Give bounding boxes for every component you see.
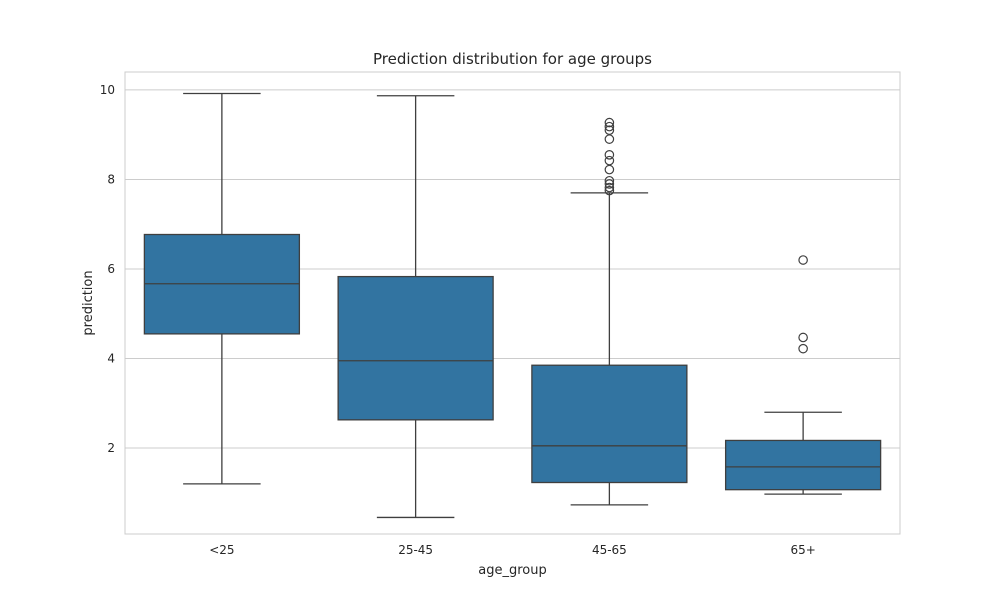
outlier-point [604, 185, 615, 196]
y-axis-title: prediction [81, 270, 96, 335]
chart-title: Prediction distribution for age groups [373, 50, 652, 68]
outlier-point [604, 179, 615, 189]
outlier-point [604, 117, 615, 128]
x-tick-label: 45-65 [592, 543, 627, 557]
outlier-point [798, 332, 808, 343]
outlier-point [604, 121, 615, 132]
box-group [531, 117, 688, 506]
x-tick-label: 65+ [790, 543, 815, 557]
box-group [724, 255, 882, 495]
y-tick-label: 8 [107, 172, 115, 186]
outlier-point [604, 182, 615, 193]
outlier-point [604, 175, 615, 186]
outlier-point [798, 255, 808, 265]
box-group [143, 92, 301, 485]
tick-layer: 2 4 6 8 10 <25 25-45 45-65 65+ [100, 83, 816, 557]
outlier-point [604, 150, 615, 160]
y-tick-label: 10 [100, 83, 115, 97]
outlier-point [798, 343, 808, 354]
box-layer [143, 92, 882, 519]
outlier-point [604, 155, 615, 166]
y-tick-label: 6 [107, 262, 115, 276]
box-iqr [531, 364, 688, 484]
x-tick-label: <25 [209, 543, 234, 557]
x-axis-title: age_group [478, 563, 546, 578]
box-iqr [337, 275, 494, 421]
y-tick-label: 2 [107, 441, 115, 455]
outlier-point [604, 125, 615, 135]
x-tick-label: 25-45 [398, 543, 433, 557]
box-group [337, 95, 494, 519]
y-tick-label: 4 [107, 352, 115, 366]
box-iqr [724, 439, 882, 491]
